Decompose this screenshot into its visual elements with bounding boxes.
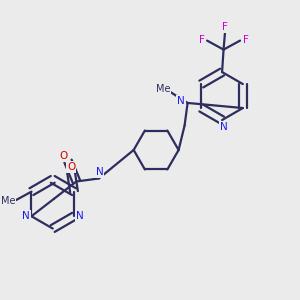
Text: F: F xyxy=(222,22,228,32)
Text: N: N xyxy=(177,95,185,106)
Text: Me: Me xyxy=(1,196,16,206)
Text: N: N xyxy=(220,122,227,132)
Text: N: N xyxy=(22,211,30,221)
Text: O: O xyxy=(59,151,68,161)
Text: Me: Me xyxy=(156,84,170,94)
Text: F: F xyxy=(242,35,248,45)
Text: N: N xyxy=(76,211,83,221)
Text: O: O xyxy=(67,162,75,172)
Text: N: N xyxy=(96,167,103,177)
Text: F: F xyxy=(199,35,205,45)
